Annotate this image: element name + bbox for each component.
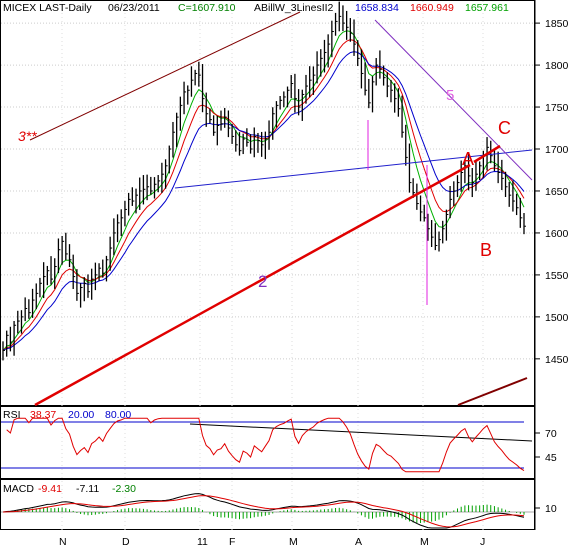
rsi-lower: 20.00 bbox=[68, 409, 94, 421]
header-value-1: 1658.834 bbox=[355, 2, 399, 14]
label-3: 3** bbox=[18, 128, 37, 144]
x-tick-label-5: A bbox=[355, 536, 362, 548]
price-bars bbox=[2, 1, 526, 361]
x-tick-label-4: M bbox=[289, 536, 298, 548]
ma-slow-line bbox=[2, 51, 525, 351]
header-value-2: 1660.949 bbox=[410, 2, 454, 14]
label-b: B bbox=[480, 240, 492, 260]
trendline-2 bbox=[34, 163, 471, 407]
header-date: 06/23/2011 bbox=[108, 2, 160, 14]
trendline-neckline bbox=[174, 149, 533, 189]
y-tick-label-1600: 1600 bbox=[545, 228, 569, 240]
x-tick-label-3: F bbox=[229, 536, 235, 548]
rsi-upper: 80.00 bbox=[105, 409, 131, 421]
trendline-red-c bbox=[473, 144, 501, 164]
y-tick-label-1800: 1800 bbox=[545, 60, 569, 72]
header-symbol: MICEX LAST-Daily bbox=[3, 2, 92, 14]
x-tick-label-1: D bbox=[122, 536, 130, 548]
y-tick-label-1700: 1700 bbox=[545, 144, 569, 156]
trendline-5 bbox=[374, 19, 533, 181]
price-panel bbox=[0, 0, 535, 406]
x-tick-label-6: M bbox=[420, 536, 429, 548]
macd-signal-line bbox=[2, 495, 525, 528]
rsi-tick-label-45: 45 bbox=[545, 452, 557, 464]
x-tick-label-7: J bbox=[480, 536, 485, 548]
header-value-3: 1657.961 bbox=[465, 2, 509, 14]
moving-average-lines bbox=[2, 30, 525, 351]
rsi-label: RSI bbox=[3, 409, 21, 421]
macd-label: MACD bbox=[3, 483, 34, 495]
price-y-axis: 1850 1800 1750 1700 1650 1600 1550 1500 1450 bbox=[535, 18, 569, 366]
rsi-value: 38.37 bbox=[30, 409, 56, 421]
x-tick-label-0: N bbox=[59, 536, 67, 548]
rsi-line bbox=[6, 417, 525, 473]
y-tick-label-1450: 1450 bbox=[545, 354, 569, 366]
header-close: C=1607.910 bbox=[178, 2, 236, 14]
rsi-tick-label-70: 70 bbox=[545, 428, 557, 440]
y-tick-label-1500: 1500 bbox=[545, 312, 569, 324]
header-indicator: ABillW_3LinesII2 bbox=[254, 2, 334, 14]
macd-value-1: -9.41 bbox=[38, 483, 62, 495]
y-tick-label-1750: 1750 bbox=[545, 102, 569, 114]
label-c: C bbox=[498, 118, 511, 138]
trendline-maroon-short bbox=[457, 377, 528, 406]
price-grid bbox=[1, 1, 534, 530]
macd-value-2: -7.11 bbox=[76, 483, 99, 495]
x-axis: N D 11 F M A M J bbox=[59, 536, 485, 548]
trendline-3 bbox=[29, 11, 301, 141]
macd-histogram bbox=[6, 504, 525, 523]
y-tick-label-1550: 1550 bbox=[545, 270, 569, 282]
ma-mid-line bbox=[2, 39, 525, 351]
y-tick-label-1650: 1650 bbox=[545, 186, 569, 198]
macd-tick-label-10: 10 bbox=[545, 503, 557, 515]
macd-line bbox=[2, 493, 525, 529]
x-tick-label-2: 11 bbox=[197, 536, 208, 548]
label-2: 2 bbox=[258, 272, 267, 291]
ma-fast-line bbox=[2, 30, 525, 351]
y-tick-label-1850: 1850 bbox=[545, 18, 569, 30]
macd-value-3: -2.30 bbox=[112, 483, 136, 495]
label-5: 5 bbox=[446, 87, 454, 104]
label-a: A bbox=[462, 149, 474, 169]
